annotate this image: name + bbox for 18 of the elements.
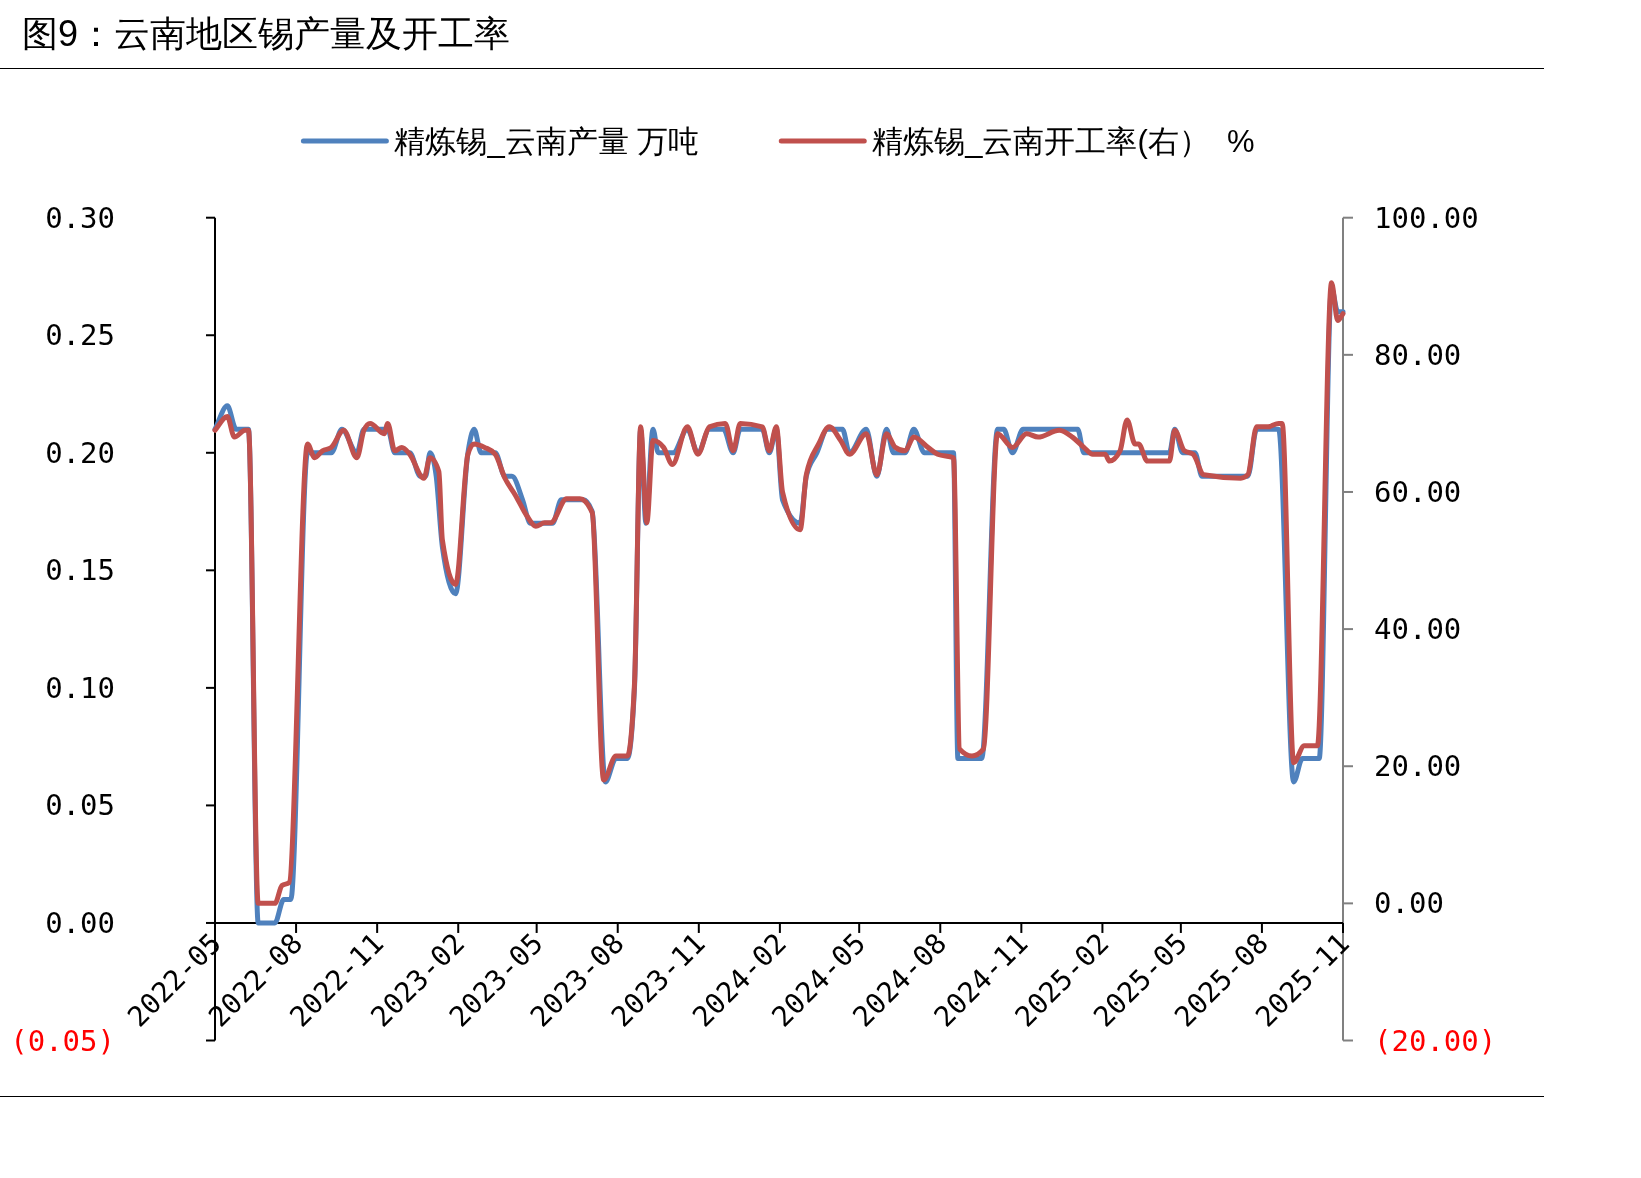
y-tick-label: 0.20 — [45, 435, 115, 470]
legend-label: 精炼锡_云南产量 万吨 — [394, 124, 700, 159]
y2-tick-label: 60.00 — [1374, 474, 1462, 509]
y2-tick-label: 20.00 — [1374, 749, 1462, 784]
y-tick-label: 0.05 — [45, 788, 115, 823]
y2-tick-label: 100.00 — [1374, 200, 1479, 235]
y-tick-label: 0.10 — [45, 670, 115, 705]
y-tick-label: 0.25 — [45, 318, 115, 353]
y2-tick-label: (20.00) — [1374, 1023, 1497, 1058]
y-tick-label: 0.30 — [45, 200, 115, 235]
y2-tick-label: 80.00 — [1374, 337, 1462, 372]
y2-tick-label: 0.00 — [1374, 886, 1444, 921]
y-tick-label: (0.05) — [10, 1023, 115, 1058]
legend-label: 精炼锡_云南开工率(右） % — [872, 124, 1255, 159]
y-tick-label: 0.15 — [45, 553, 115, 588]
y-tick-label: 0.00 — [45, 905, 115, 940]
chart-title: 图9：云南地区锡产量及开工率 — [22, 13, 511, 54]
y2-tick-label: 40.00 — [1374, 612, 1462, 647]
